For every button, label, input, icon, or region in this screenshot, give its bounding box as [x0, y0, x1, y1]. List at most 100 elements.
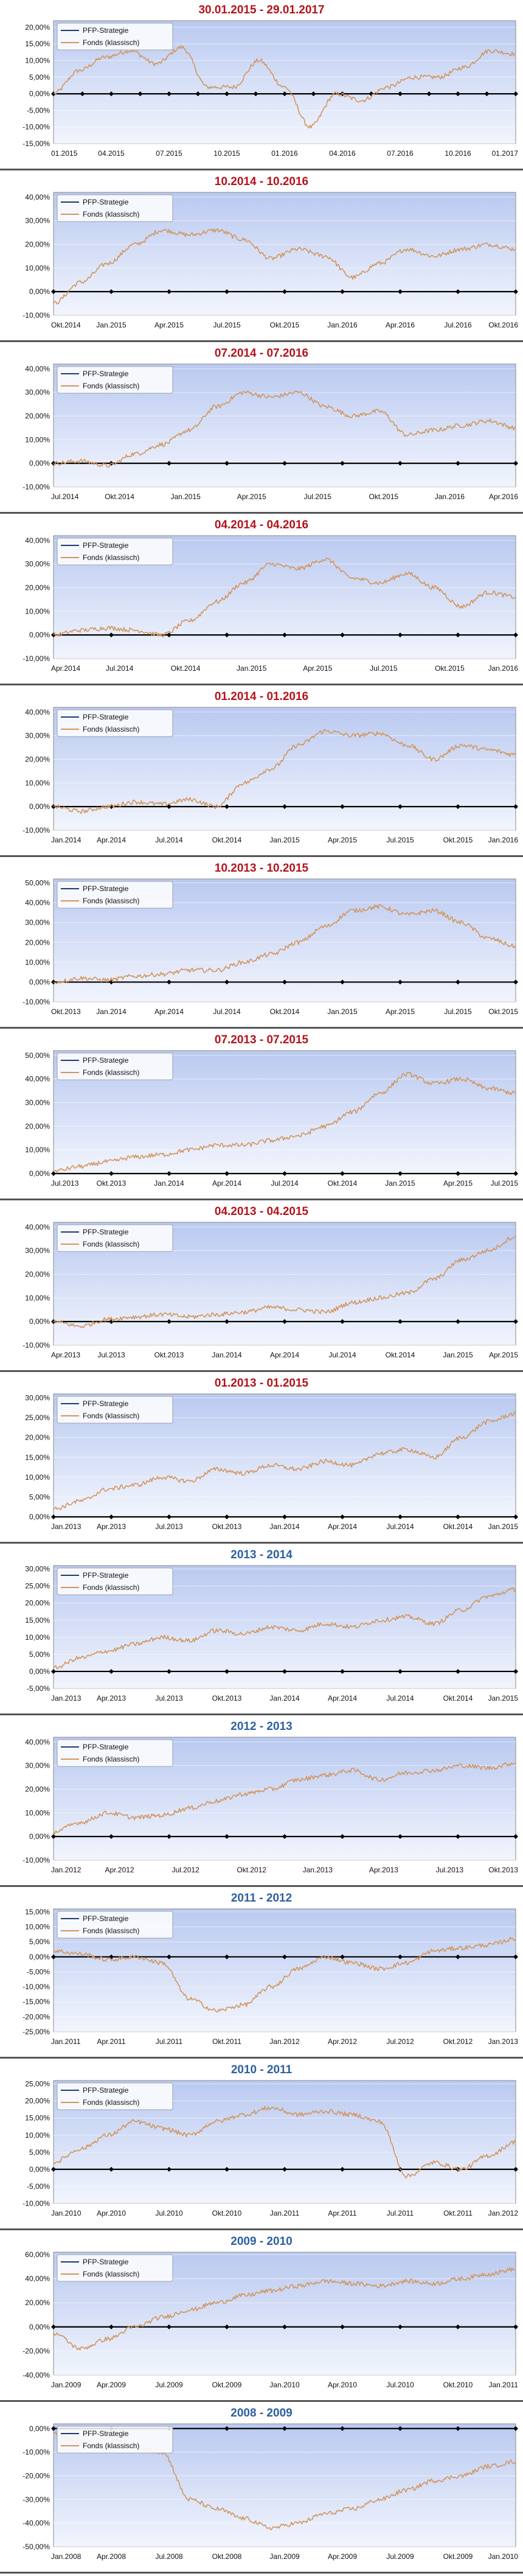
y-tick-label: 30,00%: [25, 1247, 50, 1255]
series-marker-pfp-strategie: [109, 1514, 114, 1519]
legend-label-fonds-klassisch: Fonds (klassisch): [83, 1755, 139, 1763]
y-tick-label: 60,00%: [25, 2250, 50, 2259]
legend: PFP-Strategie Fonds (klassisch): [57, 1396, 173, 1424]
panel-separator: [0, 512, 523, 514]
x-tick-label: Apr.2014: [212, 1179, 241, 1188]
y-tick-label: 20,00%: [25, 23, 50, 32]
panel-separator: [0, 2057, 523, 2059]
x-tick-label: Apr.2015: [443, 1179, 473, 1188]
x-tick-label: Jul.2009: [155, 2381, 183, 2389]
series-line-fonds-klassisch: [53, 558, 516, 638]
chart-panel: 10.2014 - 10.2016 40,00% 30,00% 20,00% 10,00…: [0, 172, 523, 343]
panel-separator: [0, 2228, 523, 2230]
series-marker-pfp-strategie: [513, 979, 518, 985]
series-marker-pfp-strategie: [282, 1834, 287, 1839]
x-tick-label: Okt.2015: [488, 1007, 518, 1016]
x-tick-label: Apr.2009: [328, 2552, 357, 2561]
x-tick-label: Okt.2012: [443, 2037, 473, 2046]
y-tick-label: 0,00%: [29, 1317, 50, 1326]
chart-panel: 2011 - 2012 15,00% 10,00% 5,00% 0,00% -5,00% -…: [0, 1888, 523, 2060]
panel-separator: [0, 1027, 523, 1029]
series-marker-pfp-strategie: [224, 2426, 229, 2431]
y-tick-label: 50,00%: [25, 1051, 50, 1060]
chart-panel: 2009 - 2010 60,00% 40,00% 20,00% 0,00% -20,00…: [0, 2231, 523, 2403]
x-tick-label: Apr.2010: [97, 2209, 126, 2217]
series-line-fonds-klassisch: [53, 390, 516, 468]
series-marker-pfp-strategie: [109, 632, 114, 638]
chart-title: 07.2014 - 07.2016: [214, 347, 309, 360]
legend: PFP-Strategie Fonds (klassisch): [57, 1567, 173, 1595]
y-tick-label: 20,00%: [25, 1785, 50, 1793]
series-marker-pfp-strategie: [224, 804, 229, 810]
x-tick-label: 01.2017: [492, 149, 519, 158]
chart-title: 2010 - 2011: [230, 2063, 293, 2076]
x-tick-label: 04.2016: [329, 149, 356, 158]
x-tick-label: Jan.2014: [269, 1522, 300, 1531]
series-marker-pfp-strategie: [51, 2324, 56, 2329]
y-tick-label: 20,00%: [25, 938, 50, 947]
x-tick-label: Apr.2014: [51, 664, 80, 673]
series-marker-pfp-strategie: [167, 91, 171, 97]
x-tick-label: Apr.2015: [328, 836, 357, 844]
series-marker-pfp-strategie: [282, 1514, 287, 1519]
line-chart: 40,00%30,00%20,00%10,00%0,00%-10,00%Jul.…: [23, 363, 518, 501]
series-marker-pfp-strategie: [109, 1954, 114, 1959]
series-marker-pfp-strategie: [224, 1514, 229, 1519]
x-tick-label: Okt.2015: [443, 836, 473, 844]
series-marker-pfp-strategie: [167, 1668, 171, 1674]
series-marker-pfp-strategie: [224, 91, 229, 97]
x-tick-label: Jul.2014: [328, 1351, 356, 1359]
x-tick-label: Jan.2009: [269, 2552, 300, 2561]
series-marker-pfp-strategie: [282, 1954, 287, 1959]
y-tick-label: -10,00%: [23, 123, 50, 131]
panel-separator: [0, 684, 523, 685]
series-marker-pfp-strategie: [398, 804, 403, 810]
legend-label-fonds-klassisch: Fonds (klassisch): [83, 2270, 139, 2278]
series-line-fonds-klassisch: [53, 1411, 516, 1510]
legend-label-pfp-strategie: PFP-Strategie: [83, 1743, 129, 1751]
legend-box: [57, 709, 173, 737]
x-tick-label: Jul.2013: [155, 1694, 183, 1703]
series-marker-pfp-strategie: [455, 632, 460, 638]
y-tick-label: 0,00%: [29, 287, 50, 296]
legend-label-fonds-klassisch: Fonds (klassisch): [83, 1240, 139, 1248]
series-marker-pfp-strategie: [109, 289, 114, 295]
series-marker-pfp-strategie: [398, 289, 403, 295]
legend: PFP-Strategie Fonds (klassisch): [57, 2082, 173, 2110]
line-chart: 40,00%30,00%20,00%10,00%0,00%-10,00%Jan.…: [23, 1737, 518, 1874]
panel-separator: [0, 1542, 523, 1544]
y-tick-label: 10,00%: [25, 1923, 50, 1931]
panel-separator: [0, 1713, 523, 1715]
chart-panel: 2013 - 2014 30,00% 25,00% 20,00% 15,00% 10,00…: [0, 1545, 523, 1717]
series-marker-pfp-strategie: [167, 979, 171, 985]
series-marker-pfp-strategie: [340, 2166, 345, 2172]
legend-box: [57, 1739, 173, 1767]
x-tick-label: Jan.2012: [51, 1866, 81, 1874]
legend-label-pfp-strategie: PFP-Strategie: [83, 1399, 129, 1408]
legend-label-fonds-klassisch: Fonds (klassisch): [83, 2441, 139, 2450]
x-tick-label: Okt.2013: [51, 1007, 81, 1016]
legend-label-fonds-klassisch: Fonds (klassisch): [83, 1068, 139, 1077]
x-tick-label: Jan.2014: [212, 1351, 242, 1359]
x-tick-label: Jan.2013: [51, 1694, 81, 1703]
y-tick-label: 20,00%: [25, 2298, 50, 2307]
line-chart: 30,00% 25,00% 20,00% 15,00% 10,00% 5,00% 0,00%…: [25, 1565, 518, 1703]
y-tick-label: 10,00%: [25, 779, 50, 787]
x-tick-label: Okt.2009: [443, 2552, 473, 2561]
series-marker-pfp-strategie: [282, 461, 287, 466]
series-marker-pfp-strategie: [167, 1319, 171, 1325]
y-tick-label: -40,00%: [23, 2371, 50, 2379]
y-tick-label: 0,00%: [29, 2323, 50, 2331]
series-marker-pfp-strategie: [167, 461, 171, 466]
series-marker-pfp-strategie: [167, 1514, 171, 1519]
y-tick-label: -20,00%: [23, 2471, 50, 2480]
x-tick-label: Jan.2015: [170, 492, 201, 501]
legend-label-pfp-strategie: PFP-Strategie: [83, 1914, 129, 1923]
panel-separator: [0, 169, 523, 170]
y-tick-label: 15,00%: [25, 2114, 50, 2123]
series-marker-pfp-strategie: [282, 979, 287, 985]
y-tick-label: 40,00%: [25, 1738, 50, 1746]
legend: PFP-Strategie Fonds (klassisch): [57, 2426, 173, 2454]
y-tick-label: -10,00%: [23, 311, 50, 320]
series-marker-pfp-strategie: [340, 1171, 345, 1176]
